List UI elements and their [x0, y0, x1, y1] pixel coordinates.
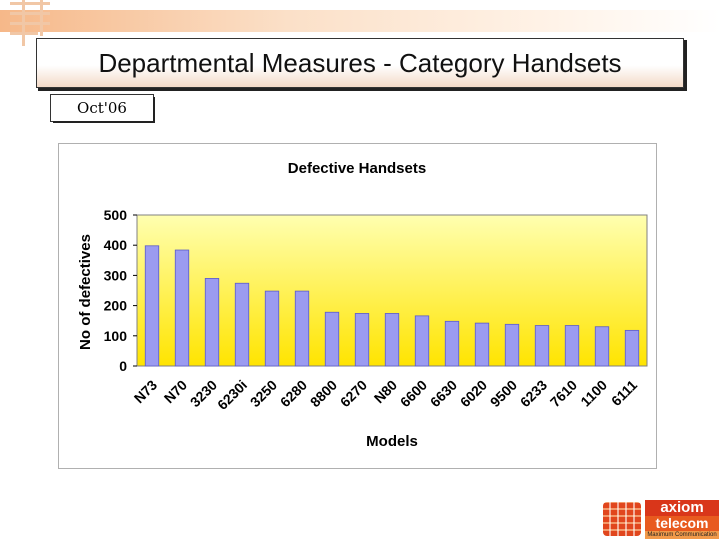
- x-tick-label: 8800: [307, 377, 340, 410]
- x-tick-label: 3230: [187, 377, 220, 410]
- bar-N80: [384, 313, 400, 367]
- x-tick-label: N70: [161, 377, 191, 407]
- globe-grid: [603, 502, 641, 536]
- bar-6270: [354, 313, 370, 367]
- bar-6111: [624, 329, 640, 367]
- x-tick-label: 6230i: [214, 377, 250, 413]
- x-tick-label: 6233: [517, 377, 550, 410]
- bar-6280: [294, 290, 310, 367]
- x-axis-label: Models: [366, 433, 418, 450]
- y-tick-label: 0: [119, 358, 127, 374]
- chart-frame: Defective Handsets 0 100 200 300 400 500 N73 N…: [58, 143, 657, 469]
- date-label: Oct'06: [50, 94, 155, 123]
- company-logo: axiom telecom Maximum Communication: [603, 498, 719, 540]
- logo-line2: telecom: [645, 516, 719, 531]
- bar-N70: [174, 249, 190, 367]
- bar-N73: [144, 245, 160, 367]
- x-tick-label: 6280: [277, 377, 310, 410]
- x-tick-label: 6020: [457, 377, 490, 410]
- y-axis-label: No of defectives: [77, 234, 94, 350]
- x-tick-label: 6630: [427, 377, 460, 410]
- y-tick-label: 400: [104, 237, 128, 253]
- x-tick-label: 3250: [247, 377, 280, 410]
- bars: [144, 245, 640, 367]
- corner-decoration: [0, 0, 60, 50]
- bar-7610: [564, 325, 580, 367]
- bar-6020: [474, 322, 490, 367]
- bar-3250: [264, 290, 280, 367]
- x-tick-label: 6600: [397, 377, 430, 410]
- bar-6233: [534, 325, 550, 367]
- logo-name: axiom: [645, 500, 719, 516]
- x-tick-label: 9500: [487, 377, 520, 410]
- bar-6230i: [234, 282, 250, 367]
- slide-title: Departmental Measures - Category Handset…: [36, 38, 687, 91]
- x-tick-label: 6111: [608, 377, 640, 409]
- y-tick-label: 300: [104, 267, 128, 283]
- bar-9500: [504, 323, 520, 367]
- bar-6630: [444, 320, 460, 367]
- chart-title: Defective Handsets: [288, 160, 426, 177]
- y-tick-label: 100: [104, 328, 128, 344]
- bar-8800: [324, 311, 340, 367]
- x-tick-label: 7610: [547, 377, 580, 410]
- bar-3230: [204, 278, 220, 367]
- y-tick-label: 200: [104, 298, 128, 314]
- y-axis: 0 100 200 300 400 500: [104, 207, 137, 374]
- bar-6600: [414, 315, 430, 367]
- x-tick-label: N73: [131, 377, 161, 407]
- x-tick-label: 6270: [337, 377, 370, 410]
- header-band: [0, 10, 720, 32]
- bar-1100: [594, 326, 610, 367]
- logo-tagline: Maximum Communication: [645, 531, 719, 539]
- y-tick-label: 500: [104, 207, 128, 223]
- x-tick-label: N80: [371, 377, 401, 407]
- x-tick-label: 1100: [577, 377, 610, 410]
